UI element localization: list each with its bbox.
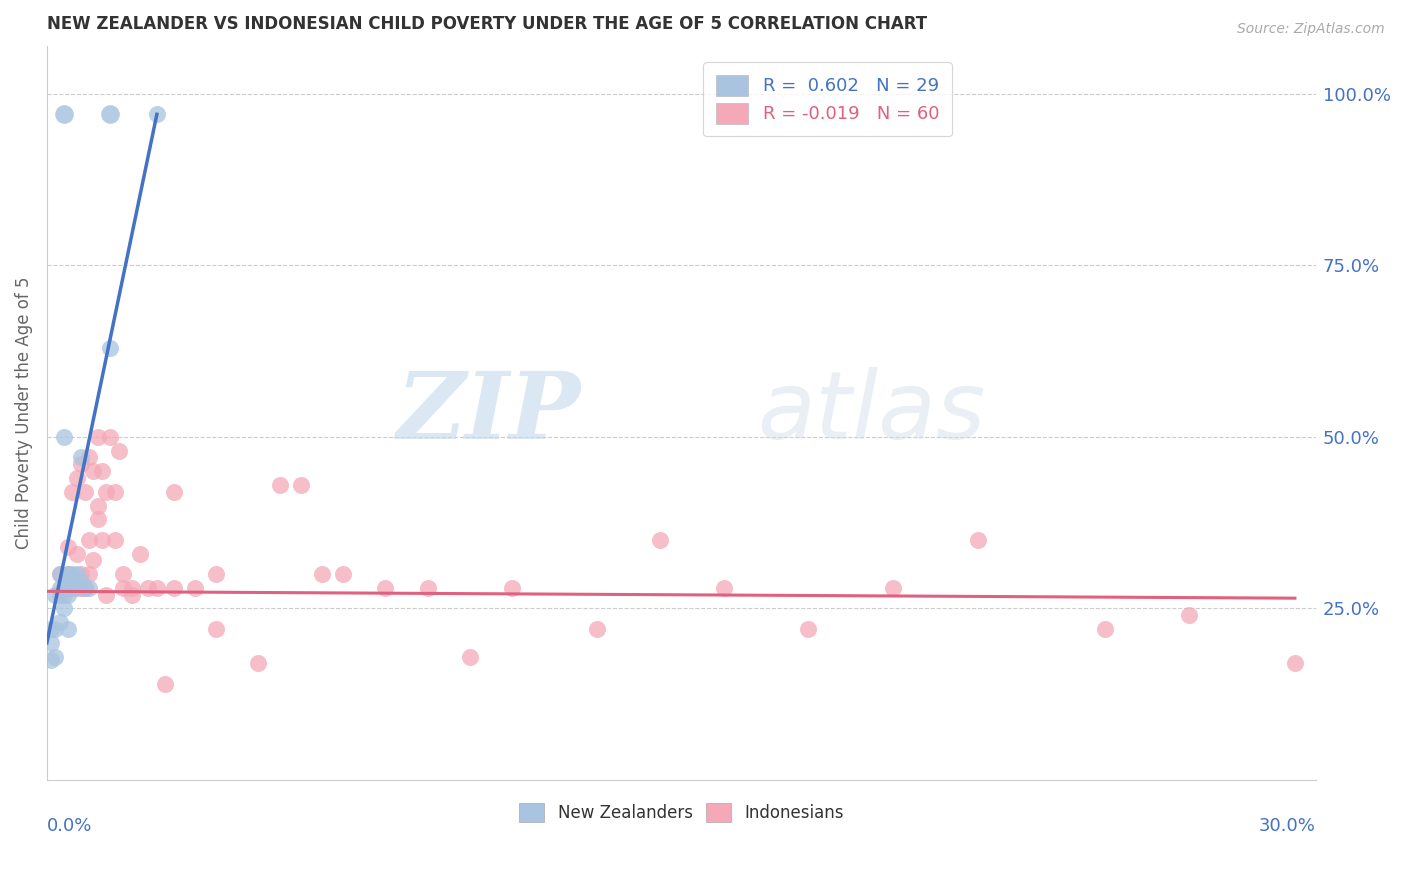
Point [82, 464, 104, 478]
Point [797, 622, 820, 636]
Point [69, 458, 91, 472]
Point [39, 636, 62, 650]
Text: ZIP: ZIP [395, 368, 579, 458]
Point [86, 499, 108, 513]
Point [269, 478, 291, 492]
Point [60, 581, 83, 595]
Point [108, 443, 131, 458]
Point [146, 107, 169, 121]
Point [48, 588, 70, 602]
Point [458, 649, 481, 664]
Point [103, 533, 125, 547]
Point [94, 588, 117, 602]
Point [205, 567, 228, 582]
Text: 0.0%: 0.0% [46, 817, 93, 835]
Point [65, 547, 87, 561]
Point [44, 649, 66, 664]
Point [90, 533, 112, 547]
Point [56, 567, 79, 582]
Point [73, 581, 96, 595]
Point [39, 622, 62, 636]
Point [205, 622, 228, 636]
Point [121, 581, 143, 595]
Point [65, 567, 87, 582]
Point [56, 622, 79, 636]
Point [112, 581, 135, 595]
Point [69, 450, 91, 465]
Point [94, 484, 117, 499]
Text: NEW ZEALANDER VS INDONESIAN CHILD POVERTY UNDER THE AGE OF 5 CORRELATION CHART: NEW ZEALANDER VS INDONESIAN CHILD POVERT… [46, 15, 927, 33]
Point [73, 581, 96, 595]
Y-axis label: Child Poverty Under the Age of 5: Child Poverty Under the Age of 5 [15, 277, 32, 549]
Point [52, 430, 75, 444]
Point [501, 581, 523, 595]
Point [98, 107, 121, 121]
Point [60, 581, 83, 595]
Point [52, 601, 75, 615]
Point [52, 581, 75, 595]
Point [56, 581, 79, 595]
Text: 30.0%: 30.0% [1260, 817, 1316, 835]
Point [966, 533, 988, 547]
Point [48, 615, 70, 630]
Point [163, 484, 186, 499]
Point [48, 567, 70, 582]
Point [56, 588, 79, 602]
Point [247, 657, 270, 671]
Point [60, 484, 83, 499]
Point [48, 581, 70, 595]
Point [121, 588, 143, 602]
Point [48, 567, 70, 582]
Point [52, 107, 75, 121]
Point [77, 533, 100, 547]
Text: Source: ZipAtlas.com: Source: ZipAtlas.com [1237, 22, 1385, 37]
Point [77, 567, 100, 582]
Point [103, 484, 125, 499]
Point [65, 471, 87, 485]
Point [69, 567, 91, 582]
Point [1284, 657, 1306, 671]
Point [60, 574, 83, 588]
Point [650, 533, 672, 547]
Point [44, 588, 66, 602]
Point [1178, 608, 1201, 623]
Point [586, 622, 609, 636]
Point [138, 581, 160, 595]
Point [882, 581, 904, 595]
Text: atlas: atlas [758, 368, 986, 458]
Point [65, 581, 87, 595]
Point [77, 450, 100, 465]
Point [290, 478, 312, 492]
Point [1094, 622, 1116, 636]
Point [98, 341, 121, 355]
Point [129, 547, 152, 561]
Point [86, 430, 108, 444]
Point [416, 581, 439, 595]
Legend: New Zealanders, Indonesians: New Zealanders, Indonesians [510, 795, 852, 830]
Point [332, 567, 354, 582]
Point [77, 581, 100, 595]
Point [39, 653, 62, 667]
Point [60, 567, 83, 582]
Point [90, 464, 112, 478]
Point [86, 512, 108, 526]
Point [69, 574, 91, 588]
Point [44, 622, 66, 636]
Point [98, 430, 121, 444]
Point [69, 581, 91, 595]
Point [56, 540, 79, 554]
Point [73, 484, 96, 499]
Point [155, 677, 177, 691]
Point [56, 567, 79, 582]
Point [82, 553, 104, 567]
Point [374, 581, 396, 595]
Point [112, 567, 135, 582]
Point [146, 581, 169, 595]
Point [713, 581, 735, 595]
Point [52, 581, 75, 595]
Point [163, 581, 186, 595]
Point [52, 588, 75, 602]
Point [311, 567, 333, 582]
Point [184, 581, 207, 595]
